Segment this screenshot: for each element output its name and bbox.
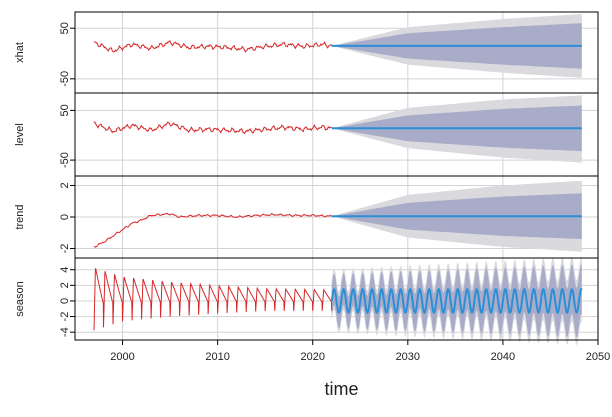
y-axis-label: season: [14, 281, 26, 316]
observed-line: [93, 121, 332, 135]
y-tick-label: 50: [59, 22, 71, 34]
y-tick-label: 0: [59, 214, 71, 220]
y-tick-label: -2: [59, 312, 71, 322]
observed-line: [93, 268, 333, 331]
y-axis-label: trend: [14, 204, 26, 229]
y-tick-label: 2: [59, 282, 71, 288]
x-tick-label: 2020: [300, 351, 324, 363]
x-tick-label: 2050: [586, 351, 610, 363]
observed-line: [93, 212, 332, 248]
x-tick-label: 2010: [205, 351, 229, 363]
y-tick-label: 2: [59, 182, 71, 188]
y-tick-label: 50: [59, 104, 71, 116]
y-axis-label: xhat: [14, 42, 26, 63]
panel-frame: [74, 257, 599, 341]
x-tick-label: 2030: [396, 351, 420, 363]
observed-line: [93, 40, 333, 53]
forecast-band-inner: [331, 264, 582, 338]
forecast-line: [330, 287, 583, 315]
y-tick-label: -50: [59, 152, 71, 168]
y-tick-label: 0: [59, 298, 71, 304]
x-tick-label: 2000: [110, 351, 134, 363]
y-tick-label: -4: [59, 327, 71, 337]
x-axis-title: time: [324, 379, 358, 399]
y-axis-label: level: [14, 123, 26, 146]
y-tick-label: -50: [59, 71, 71, 87]
y-tick-label: -2: [59, 244, 71, 254]
y-tick-label: 4: [59, 267, 71, 273]
x-tick-label: 2040: [491, 351, 515, 363]
